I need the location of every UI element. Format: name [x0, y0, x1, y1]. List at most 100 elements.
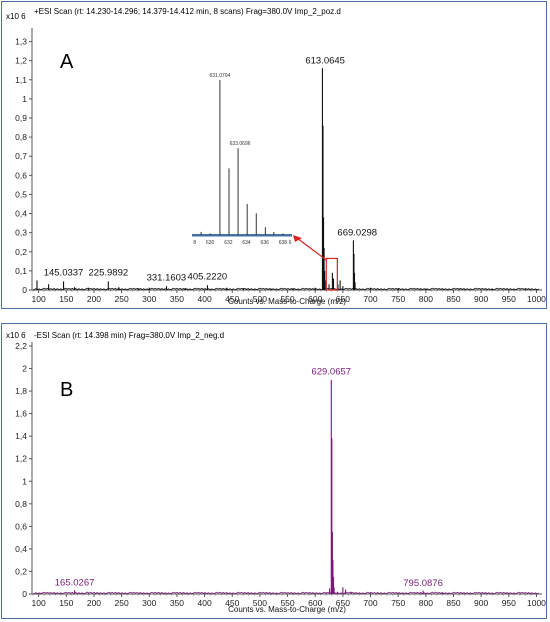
inset-tick-label: 632 [224, 240, 233, 246]
peak-label: 795.0876 [403, 578, 443, 589]
x-tick-label: 850 [446, 598, 460, 608]
zoom-arrowhead [293, 235, 302, 242]
x-tick-label: 900 [474, 598, 488, 608]
y-tick-label: 1,6 [15, 409, 27, 419]
spectrum-chart-a: x10 6 +ESI Scan (rt: 14.230-14.296; 14.37… [6, 7, 546, 306]
x-tick-label: 750 [391, 598, 405, 608]
y-tick-label: 0,1 [15, 266, 27, 276]
y-tick-label: 0,4 [15, 209, 27, 219]
x-tick-label: 650 [336, 598, 350, 608]
y-tick-label: 0,6 [15, 170, 27, 180]
x-tick-label: 800 [419, 294, 433, 304]
x-tick-label: 1000 [527, 598, 546, 608]
x-tick-label: 350 [170, 294, 184, 304]
y-tick-label: 1,1 [15, 75, 27, 85]
scale-label: x10 6 [6, 331, 26, 340]
inset-tick-label: 634 [242, 240, 251, 246]
spectrum-chart-b: x10 6 -ESI Scan (rt: 14.398 min) Frag=380… [6, 331, 546, 614]
x-tick-label: 700 [363, 294, 377, 304]
x-axis-label: Counts vs. Mass-to-Charge (m/z) [228, 297, 346, 306]
y-tick-label: 0 [22, 285, 27, 295]
x-tick-label: 150 [59, 598, 73, 608]
x-tick-label: 200 [87, 598, 101, 608]
x-tick-label: 450 [225, 598, 239, 608]
x-tick-label: 150 [59, 294, 73, 304]
y-tick-label: 0,4 [15, 544, 27, 554]
inset-tick-label: 8 [193, 240, 196, 246]
baseline-noise [32, 591, 539, 595]
peak-label: 613.0645 [305, 55, 345, 66]
y-tick-label: 1,4 [15, 431, 27, 441]
x-tick-label: 300 [142, 294, 156, 304]
peak-label: 225.9892 [89, 268, 129, 279]
peak-label: 405.2220 [188, 271, 228, 282]
peak-label: 165.0267 [55, 577, 95, 588]
x-tick-label: 700 [363, 598, 377, 608]
inset-tick-label: 6 [289, 240, 292, 246]
y-tick-label: 0,8 [15, 132, 27, 142]
x-tick-label: 250 [115, 294, 129, 304]
x-tick-label: 600 [308, 294, 322, 304]
x-tick-label: 850 [446, 294, 460, 304]
inset-tick-label: 638 [279, 240, 288, 246]
x-axis-label: Counts vs. Mass-to-Charge (m/z) [228, 605, 346, 614]
y-tick-label: 0 [22, 589, 27, 599]
x-tick-label: 100 [32, 598, 46, 608]
peak-label: 145.0337 [44, 268, 84, 279]
x-tick-label: 550 [280, 598, 294, 608]
y-tick-label: 2 [22, 364, 27, 374]
scan-header: -ESI Scan (rt: 14.398 min) Frag=380.0V I… [34, 331, 224, 340]
zoom-region-box [325, 257, 338, 291]
y-tick-label: 1,2 [15, 56, 27, 66]
x-tick-label: 800 [419, 598, 433, 608]
peak-label: 669.0298 [337, 227, 377, 238]
y-tick-label: 0,2 [15, 566, 27, 576]
y-tick-label: 0,9 [15, 113, 27, 123]
baseline-noise [32, 287, 539, 291]
panel-letter: B [60, 379, 73, 401]
x-tick-label: 500 [253, 598, 267, 608]
x-tick-label: 950 [502, 294, 516, 304]
x-tick-label: 750 [391, 294, 405, 304]
y-tick-label: 1,8 [15, 386, 27, 396]
x-tick-label: 650 [336, 294, 350, 304]
y-tick-label: 1,2 [15, 454, 27, 464]
x-tick-label: 900 [474, 294, 488, 304]
x-tick-label: 600 [308, 598, 322, 608]
x-tick-label: 350 [170, 598, 184, 608]
peak-label: 629.0657 [311, 367, 351, 378]
spectrum-panel-b: x10 6 -ESI Scan (rt: 14.398 min) Frag=380… [1, 323, 547, 619]
x-tick-label: 500 [253, 294, 267, 304]
x-tick-label: 550 [280, 294, 294, 304]
x-tick-label: 250 [115, 598, 129, 608]
zoom-arrow [296, 237, 328, 261]
x-tick-label: 100 [32, 294, 46, 304]
y-tick-label: 0,7 [15, 151, 27, 161]
y-tick-label: 1 [22, 476, 27, 486]
y-tick-label: 2,2 [15, 341, 27, 351]
panel-letter: A [60, 51, 74, 73]
inset-peak-label: 631.0704 [209, 73, 230, 79]
scan-header: +ESI Scan (rt: 14.230-14.296; 14.379-14.… [34, 7, 341, 16]
y-tick-label: 0,2 [15, 247, 27, 257]
y-tick-label: 0,8 [15, 499, 27, 509]
inset-tick-label: 630 [206, 240, 215, 246]
peak-label: 331.1603 [147, 272, 187, 283]
y-tick-label: 0,5 [15, 189, 27, 199]
y-tick-label: 0,6 [15, 521, 27, 531]
inset-chart: 8 630 632 634 636 638 6 631.0704 633.0696 [192, 73, 292, 246]
x-tick-label: 1000 [527, 294, 546, 304]
x-tick-label: 200 [87, 294, 101, 304]
x-tick-label: 300 [142, 598, 156, 608]
inset-axis-bar [192, 234, 292, 237]
spectrum-panel-a: x10 6 +ESI Scan (rt: 14.230-14.296; 14.37… [1, 1, 547, 309]
y-tick-label: 0,3 [15, 228, 27, 238]
y-tick-label: 1,3 [15, 37, 27, 47]
y-tick-label: 1 [22, 94, 27, 104]
scale-label: x10 6 [6, 12, 26, 21]
inset-tick-label: 636 [261, 240, 270, 246]
x-tick-label: 400 [197, 294, 211, 304]
x-tick-label: 450 [225, 294, 239, 304]
x-tick-label: 950 [502, 598, 516, 608]
x-tick-label: 400 [197, 598, 211, 608]
